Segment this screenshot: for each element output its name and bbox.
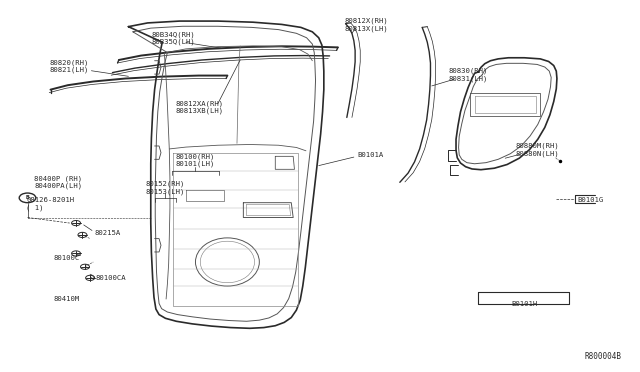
Text: 80B34Q(RH)
80B35Q(LH): 80B34Q(RH) 80B35Q(LH): [151, 32, 195, 45]
Text: B0101A: B0101A: [357, 152, 383, 158]
Text: 80812XA(RH)
80813XB(LH): 80812XA(RH) 80813XB(LH): [176, 100, 224, 114]
Text: 80400P (RH)
80400PA(LH): 80400P (RH) 80400PA(LH): [34, 175, 82, 189]
Text: 80812X(RH)
80813X(LH): 80812X(RH) 80813X(LH): [345, 18, 388, 32]
Text: B0101G: B0101G: [577, 197, 604, 203]
Text: B0101H: B0101H: [511, 301, 538, 307]
Text: 80215A: 80215A: [95, 230, 121, 237]
Text: 80830(RH)
80831(LH): 80830(RH) 80831(LH): [449, 68, 488, 82]
Text: 80100CA: 80100CA: [95, 275, 126, 281]
Text: B: B: [26, 195, 29, 201]
Text: 80880M(RH)
80880N(LH): 80880M(RH) 80880N(LH): [515, 143, 559, 157]
Text: 80820(RH)
80821(LH): 80820(RH) 80821(LH): [50, 59, 90, 73]
Text: 08126-8201H
( 1): 08126-8201H ( 1): [26, 197, 74, 211]
Text: 80100C: 80100C: [53, 254, 79, 260]
Text: 80410M: 80410M: [53, 296, 79, 302]
Text: 80152(RH)
80153(LH): 80152(RH) 80153(LH): [146, 181, 185, 195]
Text: R800004B: R800004B: [584, 352, 621, 361]
Text: 80100(RH)
80101(LH): 80100(RH) 80101(LH): [176, 153, 215, 167]
